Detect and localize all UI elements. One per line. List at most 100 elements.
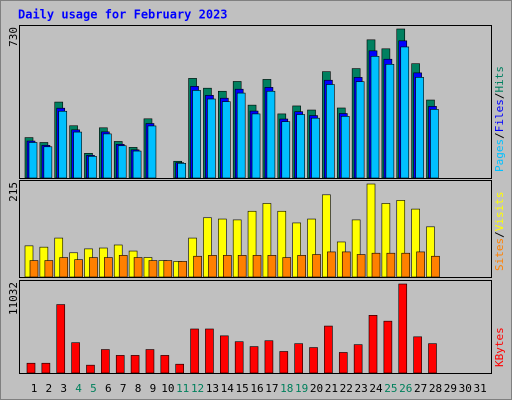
x-tick-label: 3 — [60, 382, 67, 395]
bar — [41, 362, 51, 374]
bar — [117, 145, 127, 179]
bar — [89, 257, 98, 278]
bar — [366, 183, 376, 278]
x-tick-label: 17 — [265, 382, 278, 395]
x-tick-label: 6 — [105, 382, 112, 395]
bar — [281, 121, 291, 179]
legend-separator: / — [493, 132, 506, 139]
bar — [237, 255, 247, 278]
bar — [178, 261, 187, 278]
x-tick-label: 20 — [310, 382, 323, 395]
bar — [222, 101, 231, 179]
bar — [411, 208, 420, 278]
bar — [249, 346, 259, 374]
chart-title: Daily usage for February 2023 — [18, 8, 228, 22]
x-tick-label: 22 — [340, 382, 353, 395]
bar — [103, 133, 112, 179]
bar — [311, 117, 320, 179]
bar — [262, 203, 272, 278]
bar — [327, 251, 336, 278]
bar — [279, 351, 289, 374]
bar — [430, 109, 439, 179]
bar — [326, 84, 335, 179]
bar — [381, 203, 391, 278]
bar — [292, 222, 301, 278]
x-tick-label: 7 — [120, 382, 127, 395]
bar — [223, 255, 232, 278]
bar — [309, 347, 318, 374]
y-tick-label: 215 — [7, 182, 20, 202]
bar — [163, 260, 173, 278]
x-tick-label: 5 — [90, 382, 97, 395]
bar — [104, 257, 113, 278]
bar — [145, 349, 155, 374]
bar — [218, 218, 227, 278]
bar — [312, 254, 321, 278]
x-tick-label: 25 — [384, 382, 397, 395]
bar — [252, 255, 262, 278]
x-tick-label: 10 — [161, 382, 174, 395]
bar — [147, 125, 157, 179]
legend-entry: Files — [493, 99, 506, 132]
bar — [73, 131, 82, 179]
bar — [413, 336, 422, 374]
legend-entry: Sites — [493, 238, 506, 271]
bar — [338, 352, 348, 374]
bar — [44, 260, 54, 278]
bar — [192, 90, 201, 179]
bar — [431, 255, 440, 278]
x-tick-label: 21 — [325, 382, 338, 395]
bar — [234, 341, 244, 374]
bar — [118, 255, 128, 278]
bar — [324, 325, 333, 374]
bar — [401, 252, 411, 278]
legend-entry: KBytes — [493, 327, 506, 367]
x-tick-label: 2 — [46, 382, 53, 395]
legend-entry: Pages — [493, 139, 506, 172]
bar — [101, 349, 110, 374]
x-tick-label: 16 — [250, 382, 263, 395]
bar — [266, 90, 276, 179]
x-tick-label: 30 — [459, 382, 472, 395]
bar — [205, 328, 214, 374]
bar — [428, 343, 437, 374]
bar — [208, 255, 217, 278]
bar — [160, 355, 170, 374]
bar — [56, 304, 66, 374]
x-tick-label: 18 — [280, 382, 293, 395]
legend-entry: Hits — [493, 66, 506, 93]
bar — [203, 217, 212, 278]
x-tick-label: 23 — [355, 382, 368, 395]
bar — [416, 251, 425, 278]
bar — [236, 92, 246, 179]
y-tick-label: 11032 — [7, 282, 20, 315]
bar — [267, 255, 277, 278]
x-tick-label: 1 — [31, 382, 38, 395]
bar — [59, 257, 69, 278]
bar — [29, 260, 39, 278]
bar — [115, 355, 125, 374]
bar — [58, 110, 68, 179]
bar — [396, 200, 406, 278]
bar — [251, 113, 261, 179]
x-tick-label: 4 — [75, 382, 82, 395]
bar — [220, 335, 229, 374]
bar — [277, 210, 287, 278]
legend-separator: / — [493, 93, 506, 100]
bar — [232, 219, 242, 278]
bar — [341, 251, 351, 278]
bar — [190, 328, 199, 374]
bar — [207, 98, 216, 179]
bar — [86, 364, 95, 374]
x-tick-label: 11 — [176, 382, 189, 395]
bar — [398, 283, 408, 374]
bar — [28, 142, 38, 179]
bar — [385, 64, 395, 179]
legend-separator: / — [493, 231, 506, 238]
x-tick-label: 26 — [399, 382, 412, 395]
bar — [71, 342, 80, 374]
bar — [247, 210, 257, 278]
bar — [132, 150, 142, 179]
x-tick-label: 15 — [236, 382, 249, 395]
